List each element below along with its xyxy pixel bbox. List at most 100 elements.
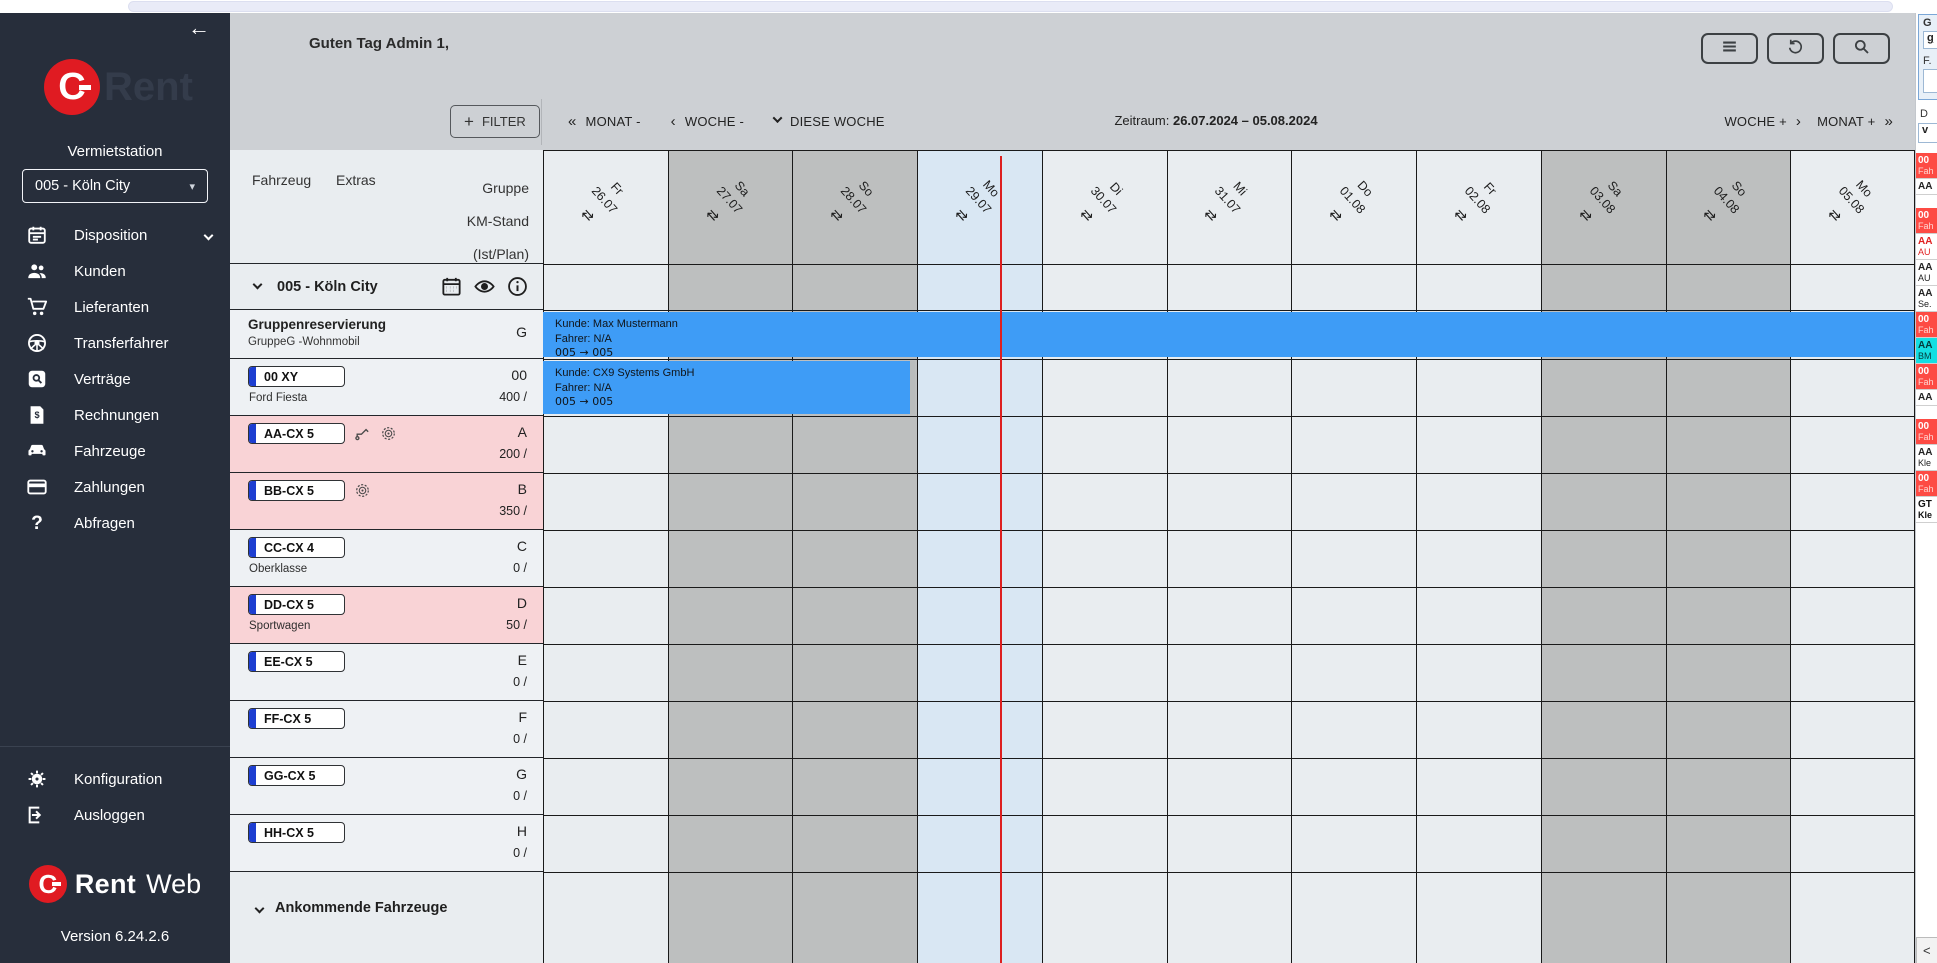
station-select-value: 005 - Köln City: [35, 178, 131, 194]
vehicle-row-bb-cx5[interactable]: BB-CX 5 B 350 /: [230, 472, 543, 529]
right-panel-list-item[interactable]: 00 Fah: [1916, 364, 1937, 390]
toolbar-nav-left: « MONAT - ‹ WOCHE - DIESE WOCHE: [568, 101, 885, 141]
toolbar-monat-plus[interactable]: MONAT + »: [1817, 113, 1893, 130]
crent-web-logo: C Rent Web: [0, 865, 230, 903]
arrow-icon: »: [1884, 112, 1893, 130]
right-panel-list-item[interactable]: 00 Fah: [1916, 471, 1937, 497]
collapse-sidebar-arrow-icon[interactable]: ←: [188, 15, 210, 40]
right-panel-form: G g F.: [1918, 14, 1937, 100]
grid-row-line: [543, 473, 1914, 474]
license-plate[interactable]: BB-CX 5: [248, 480, 345, 501]
right-panel-list-item[interactable]: AA AU: [1916, 260, 1937, 286]
sidebar-item-label: Abfragen: [74, 514, 135, 532]
right-panel-list-item[interactable]: AA: [1916, 179, 1937, 195]
day-header-label: Mi 31.07 ⇄: [1187, 165, 1263, 240]
refresh-button[interactable]: [1767, 33, 1824, 64]
vehicle-row-ee-cx5[interactable]: EE-CX 5 E 0 /: [230, 643, 543, 700]
group-reservation-row[interactable]: Gruppenreservierung GruppeG -Wohnmobil G: [230, 309, 543, 358]
menu-button[interactable]: [1701, 33, 1758, 64]
sidebar-item-disposition[interactable]: Disposition: [0, 217, 230, 253]
vehicle-row-ff-cx5[interactable]: FF-CX 5 F 0 /: [230, 700, 543, 757]
vehicle-km: 0 /: [513, 675, 527, 689]
refresh-icon: [1786, 37, 1805, 61]
right-panel-collapse-button[interactable]: <: [1916, 937, 1937, 963]
vehicle-group: H: [516, 823, 527, 839]
sidebar-item-rechnungen[interactable]: $ Rechnungen: [0, 397, 230, 433]
reservation-route: 005 → 005: [555, 346, 614, 359]
right-panel-label-f: F.: [1923, 55, 1932, 67]
license-plate[interactable]: DD-CX 5: [248, 594, 345, 615]
license-plate[interactable]: EE-CX 5: [248, 651, 345, 672]
station-select[interactable]: 005 - Köln City ▾: [22, 169, 208, 203]
license-plate[interactable]: FF-CX 5: [248, 708, 345, 729]
sidebar-item-lieferanten[interactable]: Lieferanten: [0, 289, 230, 325]
right-panel-list-item[interactable]: GT Kle: [1916, 497, 1937, 523]
arrow-icon: ‹: [670, 112, 676, 130]
day-column-sa-03-08: Sa 03.08 ⇄: [1540, 151, 1666, 963]
toolbar-diese-woche[interactable]: DIESE WOCHE: [772, 112, 885, 129]
sidebar-item-transferfahrer[interactable]: Transferfahrer: [0, 325, 230, 361]
eye-icon[interactable]: [473, 275, 496, 298]
vehicle-row-aa-cx5[interactable]: AA-CX 5 A 200 /: [230, 415, 543, 472]
vehicle-row-00xy[interactable]: 00 XY Ford Fiesta 00 400 /: [230, 358, 543, 415]
scrollbar-thumb[interactable]: [128, 1, 1893, 12]
arriving-vehicles-section[interactable]: Ankommende Fahrzeuge: [230, 871, 543, 963]
right-panel-list-item[interactable]: 00 Fah: [1916, 153, 1937, 179]
right-panel-list-item[interactable]: AA Kle: [1916, 445, 1937, 471]
info-icon[interactable]: [506, 275, 529, 298]
license-plate[interactable]: GG-CX 5: [248, 765, 345, 786]
sidebar-item-kunden[interactable]: Kunden: [0, 253, 230, 289]
right-panel-input-1[interactable]: g: [1923, 31, 1937, 49]
right-panel-list-item[interactable]: AA Se.: [1916, 286, 1937, 312]
license-plate[interactable]: AA-CX 5: [248, 423, 345, 444]
right-panel-select[interactable]: v: [1918, 123, 1937, 143]
towbar-icon: [354, 425, 371, 442]
reservation-bar-res-max-mustermann[interactable]: Kunde: Max Mustermann Fahrer: N/A 005 → 00…: [543, 312, 1914, 359]
toolbar-woche-minus[interactable]: ‹ WOCHE -: [671, 113, 744, 130]
greeting-text: Guten Tag Admin 1,: [309, 35, 450, 52]
sidebar-item-vertraege[interactable]: Verträge: [0, 361, 230, 397]
day-header-label: Fr 26.07 ⇄: [564, 165, 640, 240]
license-plate[interactable]: CC-CX 4: [248, 537, 345, 558]
toolbar-monat-minus[interactable]: « MONAT -: [568, 113, 641, 130]
sidebar-item-zahlungen[interactable]: Zahlungen: [0, 469, 230, 505]
license-plate[interactable]: HH-CX 5: [248, 822, 345, 843]
filter-button[interactable]: + FILTER: [450, 105, 540, 138]
right-panel-list-item[interactable]: 00 Fah: [1916, 208, 1937, 234]
crent-logo-icon: C: [28, 865, 67, 903]
vehicle-row-hh-cx5[interactable]: HH-CX 5 H 0 /: [230, 814, 543, 871]
vehicle-row-dd-cx5[interactable]: DD-CX 5 Sportwagen D 50 /: [230, 586, 543, 643]
day-header-label: Mo 29.07 ⇄: [938, 165, 1014, 240]
calendar-small-icon[interactable]: [440, 275, 463, 298]
vehicle-row-cc-cx4[interactable]: CC-CX 4 Oberklasse C 0 /: [230, 529, 543, 586]
right-panel-input-2[interactable]: [1923, 69, 1937, 93]
right-panel-list-item[interactable]: AA: [1916, 390, 1937, 406]
right-panel-list-item[interactable]: AA AU: [1916, 234, 1937, 260]
search-button[interactable]: [1833, 33, 1890, 64]
sidebar-item-label: Konfiguration: [74, 770, 163, 788]
toolbar-nav-label: MONAT +: [1817, 113, 1876, 129]
right-panel-list-item[interactable]: 00 Fah: [1916, 419, 1937, 445]
grid-row-line: [543, 701, 1914, 702]
toolbar-woche-plus[interactable]: WOCHE + ›: [1724, 113, 1801, 130]
station-group-label: 005 - Köln City: [277, 278, 378, 295]
column-header-gruppe-km: Gruppe KM-Stand (Ist/Plan): [466, 180, 529, 262]
arrow-icon: ›: [1795, 112, 1802, 130]
grid-row-line: [543, 644, 1914, 645]
toolbar-nav-label: WOCHE +: [1724, 113, 1787, 129]
sidebar-item-label: Ausloggen: [74, 806, 145, 824]
tire-icon: [380, 425, 397, 442]
vehicle-row-gg-cx5[interactable]: GG-CX 5 G 0 /: [230, 757, 543, 814]
license-plate[interactable]: 00 XY: [248, 366, 345, 387]
sidebar-item-fahrzeuge[interactable]: Fahrzeuge: [0, 433, 230, 469]
sidebar-item-label: Disposition: [74, 226, 148, 244]
sidebar-item-ausloggen[interactable]: Ausloggen: [0, 797, 230, 833]
reservation-driver: Fahrer: N/A: [555, 332, 612, 345]
sidebar-item-abfragen[interactable]: ? Abfragen: [0, 505, 230, 541]
reservation-bar-res-cx9-systems[interactable]: Kunde: CX9 Systems GmbH Fahrer: N/A 005 → …: [543, 361, 916, 414]
logout-icon: [26, 804, 48, 826]
right-panel-list-item[interactable]: 00 Fah: [1916, 312, 1937, 338]
right-panel-list-item[interactable]: AA BM: [1916, 338, 1937, 364]
sidebar-item-konfiguration[interactable]: Konfiguration: [0, 761, 230, 797]
station-group-row[interactable]: 005 - Köln City: [230, 263, 543, 309]
